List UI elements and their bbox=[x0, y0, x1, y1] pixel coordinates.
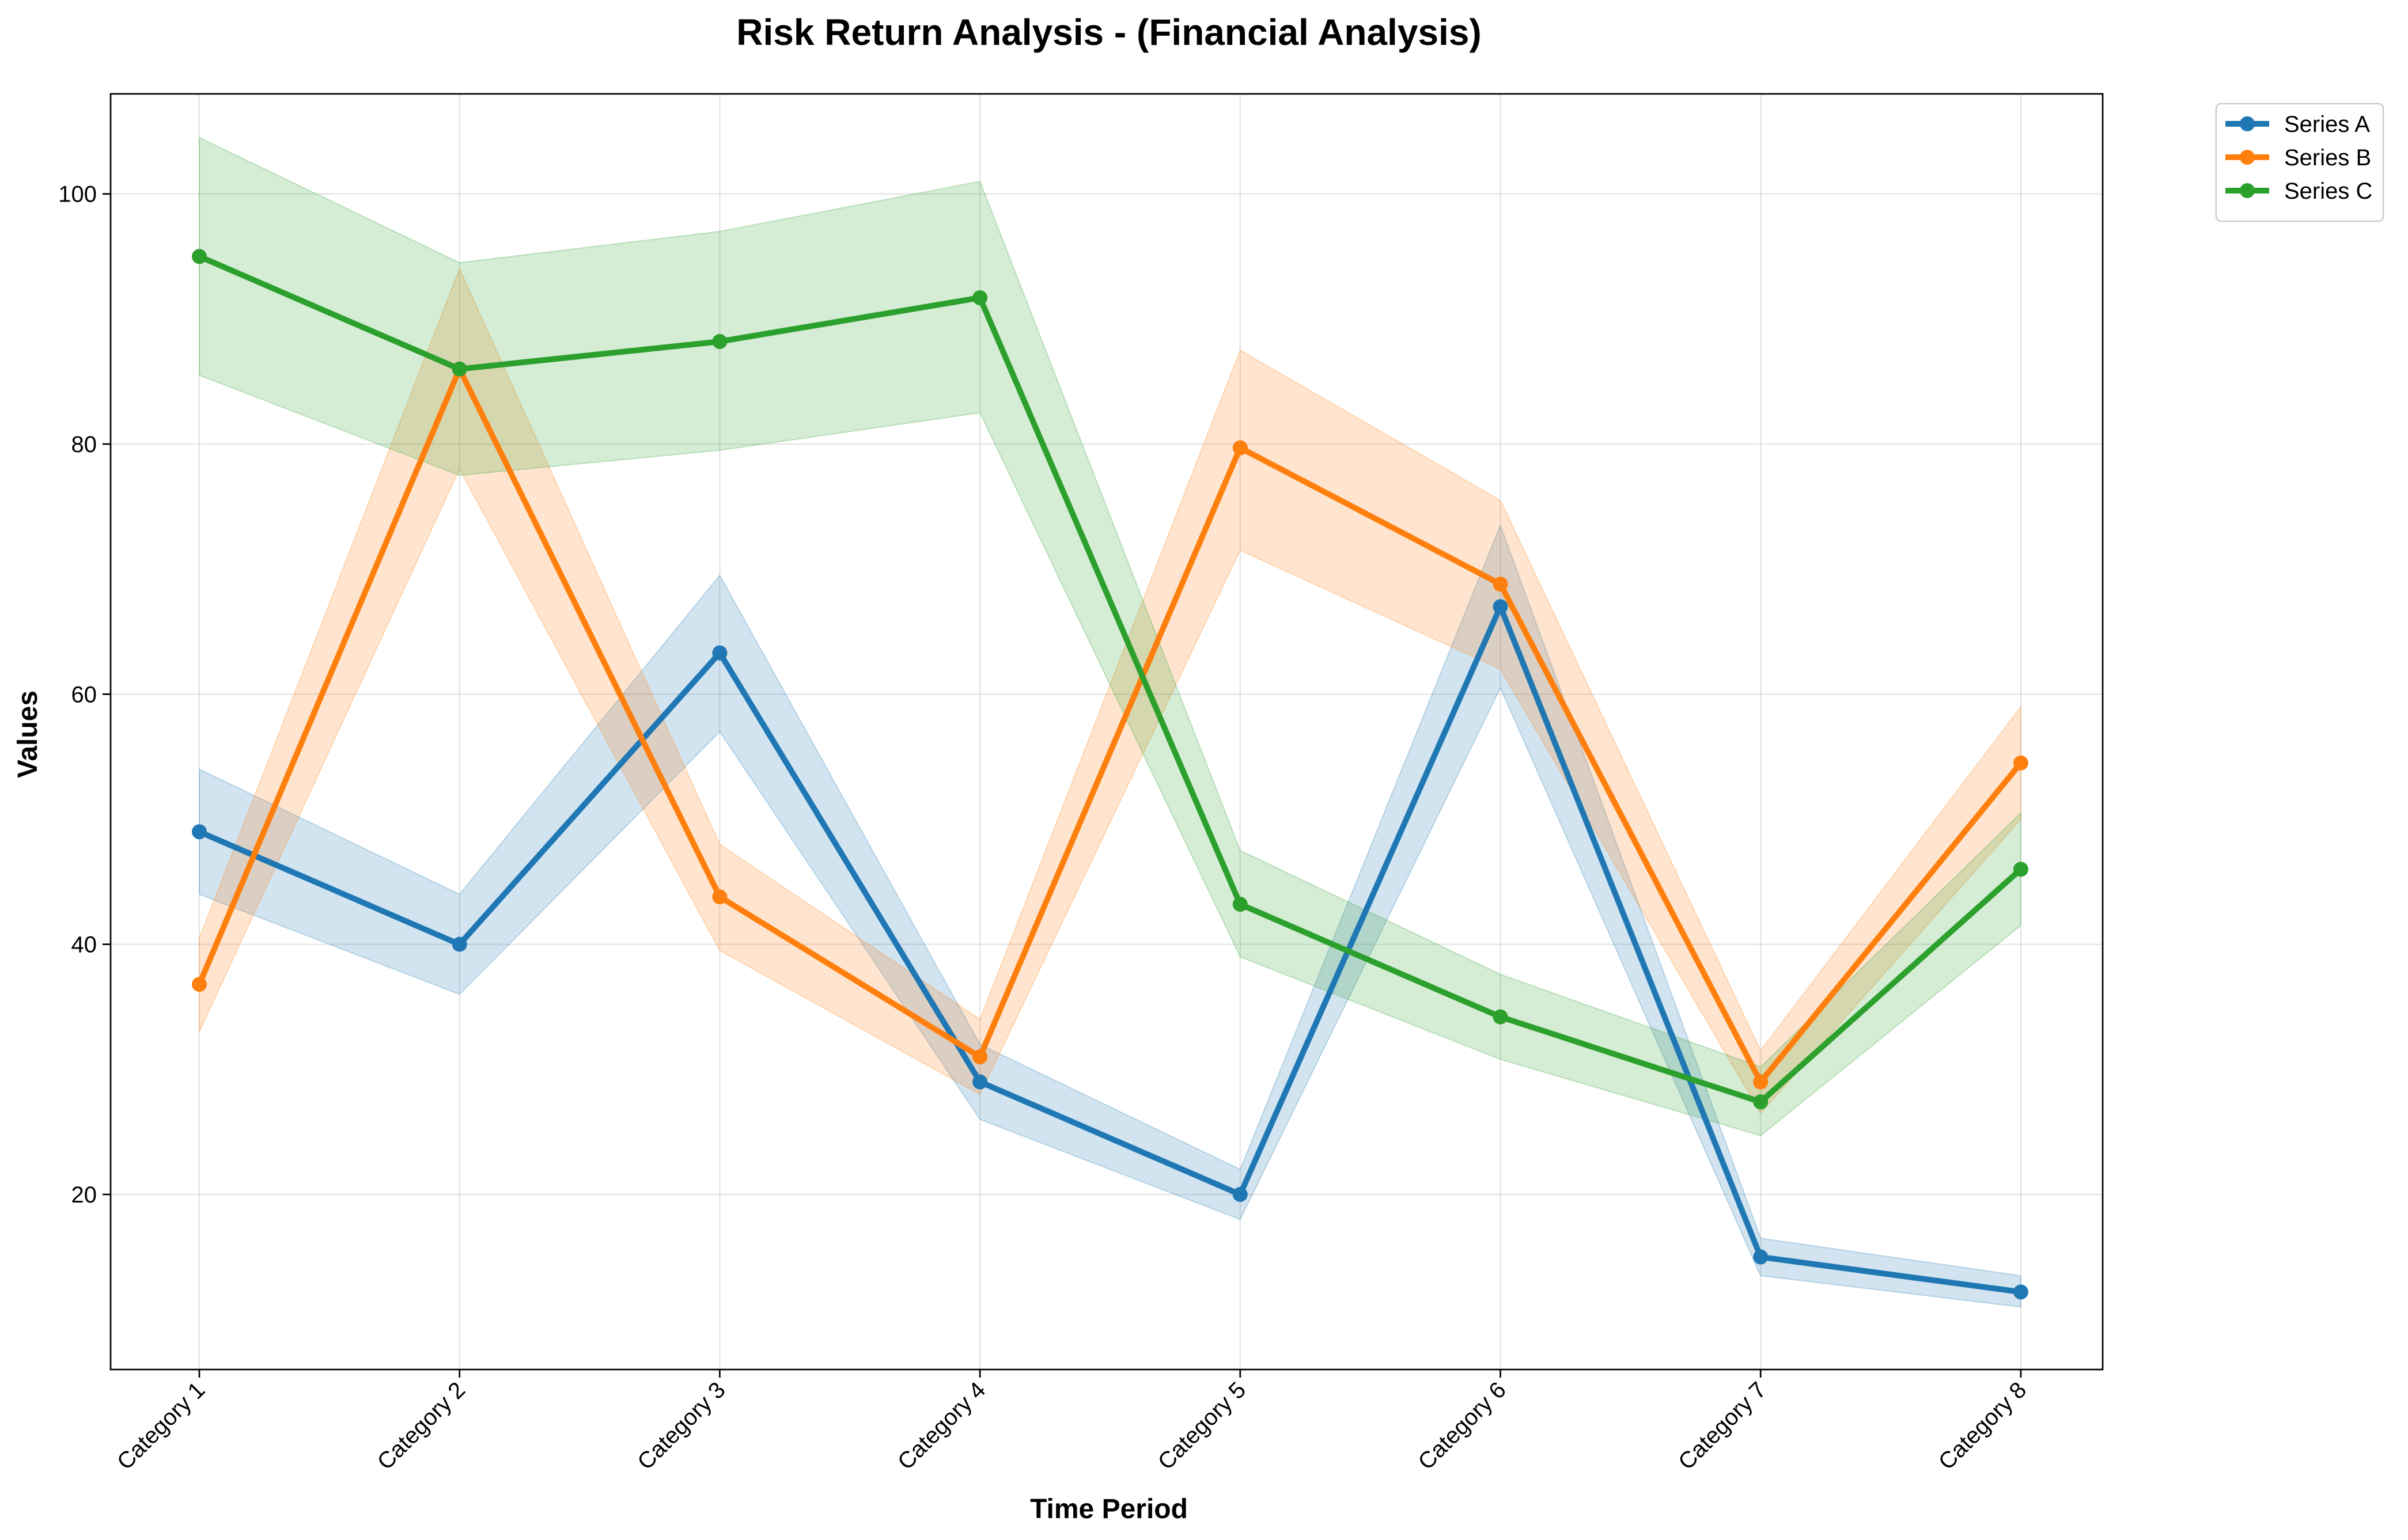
data-point bbox=[1232, 897, 1248, 912]
x-axis-title: Time Period bbox=[1030, 1494, 1188, 1524]
data-point bbox=[1493, 1009, 1508, 1025]
confidence-band bbox=[199, 524, 2021, 1308]
legend-label: Series C bbox=[2284, 179, 2372, 204]
data-point bbox=[972, 290, 988, 305]
y-axis-title: Values bbox=[13, 691, 43, 778]
plot-frame bbox=[109, 93, 2104, 1371]
series-lines bbox=[196, 253, 2024, 1295]
legend-label: Series B bbox=[2284, 145, 2371, 170]
data-point bbox=[1753, 1249, 1769, 1265]
data-point bbox=[2013, 755, 2028, 771]
data-point bbox=[1232, 440, 1248, 456]
y-tick-label: 20 bbox=[71, 1182, 97, 1208]
data-point bbox=[2013, 862, 2028, 877]
data-point bbox=[192, 824, 207, 840]
confidence-band bbox=[199, 267, 2021, 1114]
chart-title: Risk Return Analysis - (Financial Analys… bbox=[736, 12, 1481, 53]
data-point bbox=[1753, 1094, 1769, 1110]
data-point bbox=[712, 333, 728, 349]
series-line bbox=[196, 604, 2024, 1295]
series-points bbox=[192, 249, 2028, 1300]
data-point bbox=[1493, 599, 1508, 615]
series-line bbox=[196, 366, 2024, 1085]
data-point bbox=[192, 249, 207, 264]
data-point bbox=[712, 645, 728, 661]
y-tick-label: 80 bbox=[71, 432, 97, 457]
y-tick-label: 100 bbox=[58, 182, 97, 207]
data-point bbox=[972, 1074, 988, 1090]
data-point bbox=[712, 889, 728, 905]
grid-layer bbox=[111, 94, 2103, 1370]
legend-marker bbox=[2240, 116, 2255, 131]
data-point bbox=[452, 936, 467, 952]
series-line bbox=[196, 253, 2024, 1105]
confidence-bands bbox=[199, 136, 2021, 1308]
data-point bbox=[1753, 1074, 1769, 1090]
legend-marker bbox=[2240, 150, 2255, 165]
legend-label: Series A bbox=[2284, 112, 2370, 137]
data-point bbox=[192, 977, 207, 992]
y-tick-label: 40 bbox=[71, 932, 97, 958]
data-point bbox=[2013, 1284, 2028, 1300]
legend: Series A Series B Series C bbox=[2215, 103, 2384, 222]
data-point bbox=[452, 361, 467, 377]
data-point bbox=[1493, 576, 1508, 592]
y-tick-label: 60 bbox=[71, 682, 97, 707]
data-point bbox=[972, 1049, 988, 1065]
data-point bbox=[1232, 1186, 1248, 1202]
legend-marker bbox=[2240, 183, 2255, 198]
confidence-band bbox=[199, 136, 2021, 1137]
